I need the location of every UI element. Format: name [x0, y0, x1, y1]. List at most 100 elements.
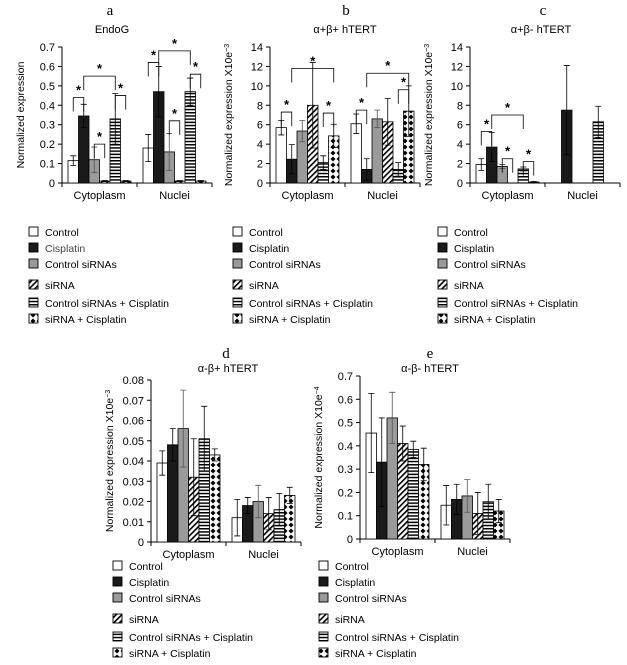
legend-swatch: [112, 592, 123, 603]
error-bar: [374, 109, 381, 129]
significance-bracket: [280, 111, 293, 127]
chart-panel-a: a EndoG 0 0.1 0.2 0.3 0.4 0.5 0.6 0.7 Normalized e…: [15, 3, 213, 326]
chart-title: α+β- hTERT: [511, 24, 572, 36]
y-tick-label: 0.3: [338, 464, 353, 476]
y-tick-label: 0.06: [123, 416, 144, 428]
y-tick-label: 0: [347, 534, 353, 546]
y-tick-label: 0.4: [338, 441, 353, 453]
y-tick-label: 0.6: [338, 394, 353, 406]
y-axis-label-text: Normalized expression X10e: [423, 52, 435, 186]
y-axis-label: Normalized expression X10e−3: [104, 390, 116, 532]
legend-swatch: [318, 576, 329, 587]
legend-swatch: [318, 631, 329, 642]
significance-bracket: [114, 95, 127, 110]
significance-asterisk: *: [284, 97, 290, 112]
legend-label: Control siRNAs: [335, 593, 407, 605]
legend-swatch: [28, 279, 39, 290]
chart-panel-b: b α+β+ hTERT 0 2 4 6 8 10 12 14 Normalized express…: [223, 3, 421, 326]
significance-asterisk: *: [385, 58, 391, 73]
significance-bracket: [522, 161, 535, 176]
legend-label: Cisplatin: [249, 243, 289, 255]
y-tick-label: 12: [451, 61, 463, 73]
error-bar: [197, 180, 204, 183]
x-tick-label: Cytoplasm: [482, 190, 534, 202]
significance-asterisk: *: [97, 61, 103, 76]
legend-label: siRNA + Cisplatin: [129, 648, 211, 660]
legend-item: siRNA: [318, 613, 365, 626]
significance-bracket: [480, 131, 493, 146]
legend-item: siRNA + Cisplatin: [28, 313, 127, 326]
significance-bracket: [147, 62, 160, 77]
legend-swatch: [437, 313, 448, 324]
chart-title: α+β+ hTERT: [313, 24, 377, 36]
legend-label: Control: [249, 227, 283, 239]
legend-swatch: [437, 226, 448, 237]
error-bar: [453, 483, 460, 515]
error-bar: [190, 438, 197, 517]
legend-item: Control: [112, 560, 163, 573]
legend-item: Control siRNAs: [318, 592, 407, 605]
error-bar: [176, 180, 183, 183]
y-axis-label-text: Normalized expression: [15, 61, 27, 168]
panel-letter: b: [342, 3, 350, 19]
x-tick-label: Nuclei: [567, 190, 598, 202]
legend-item: siRNA: [232, 279, 279, 292]
error-bar: [495, 499, 502, 524]
legend-swatch: [112, 613, 123, 624]
legend-swatch: [318, 592, 329, 603]
y-axis-label-text: Normalized expression X10e: [104, 398, 116, 532]
y-tick-label: 0.04: [123, 456, 144, 468]
error-bar: [286, 486, 293, 504]
significance-bracket: [322, 112, 335, 128]
significance-asterisk: *: [172, 36, 178, 51]
legend-swatch: [28, 297, 39, 308]
error-bar: [201, 405, 208, 472]
panel-letter: a: [107, 3, 114, 19]
legend-item: siRNA: [28, 279, 75, 292]
error-bar: [180, 389, 187, 468]
legend-swatch: [28, 226, 39, 237]
legend-swatch: [112, 560, 123, 571]
significance-bracket: [93, 143, 106, 159]
legend-swatch: [232, 226, 243, 237]
y-tick-label: 0.03: [123, 476, 144, 488]
panel-letter: e: [427, 346, 434, 362]
legend-swatch: [112, 647, 123, 658]
y-tick-label: 0.01: [123, 517, 144, 529]
legend-label: Control siRNAs + Cisplatin: [45, 298, 169, 310]
legend-item: Control: [318, 560, 369, 573]
significance-asterisk: *: [326, 98, 332, 113]
y-tick-label: 2: [257, 159, 263, 171]
error-bar: [399, 425, 406, 462]
significance-bracket: [158, 50, 191, 65]
legend-item: Control siRNAs: [28, 258, 117, 271]
legend-swatch: [318, 647, 329, 658]
legend-label: Control siRNAs: [129, 593, 201, 605]
y-tick-label: 14: [251, 42, 263, 54]
y-axis-label-exponent: −3: [105, 390, 112, 398]
legend-label: Control: [335, 561, 369, 573]
significance-asterisk: *: [97, 129, 103, 144]
error-bar: [234, 499, 241, 537]
significance-asterisk: *: [359, 95, 365, 110]
legend-swatch: [112, 631, 123, 642]
x-tick-label: Nuclei: [159, 190, 190, 202]
error-bar: [530, 181, 537, 183]
error-bar: [244, 497, 251, 515]
y-tick-label: 6: [257, 120, 263, 132]
significance-bracket: [168, 120, 181, 135]
legend-label: siRNA: [454, 280, 484, 292]
y-tick-label: 0: [138, 537, 144, 549]
legend-label: siRNA + Cisplatin: [249, 314, 331, 326]
significance-asterisk: *: [401, 75, 407, 90]
x-tick-label: Cytoplasm: [163, 549, 215, 561]
legend-label: Control: [454, 227, 488, 239]
chart-title: α-β+ hTERT: [198, 363, 259, 375]
legend-label: Control siRNAs + Cisplatin: [129, 632, 253, 644]
x-tick-label: Nuclei: [367, 190, 398, 202]
chart-panel-d: dα-β+ hTERT 0 0.01 0.02 0.03 0.04 0.05 0.06 0.07…: [104, 346, 302, 660]
significance-asterisk: *: [505, 100, 511, 115]
legend-label: Control: [45, 227, 79, 239]
legend-label: siRNA + Cisplatin: [454, 314, 536, 326]
legend-label: Cisplatin: [129, 577, 169, 589]
